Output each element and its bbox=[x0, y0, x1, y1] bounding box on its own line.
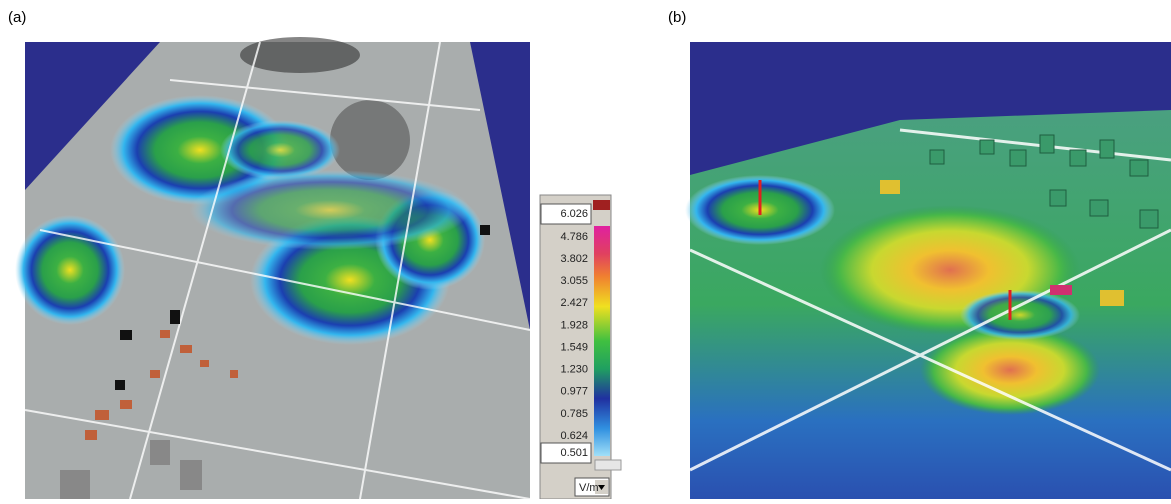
panel-label: (a) bbox=[8, 9, 26, 26]
colorbar-label: 6.026 bbox=[560, 208, 588, 220]
page: (a) (b) bbox=[0, 0, 1171, 499]
colorbar-label: 0.785 bbox=[560, 408, 588, 420]
colorbar-label: 2.427 bbox=[560, 297, 588, 309]
colorbar: 6.026 4.786 3.802 3.055 2.427 1.928 1.549 1.230… bbox=[540, 195, 621, 499]
colorbar-label: 0.501 bbox=[560, 447, 588, 459]
colorbar-label: 3.802 bbox=[560, 253, 588, 265]
figure: (a) (b) bbox=[0, 0, 1171, 499]
colorbar-label: 1.549 bbox=[560, 341, 588, 353]
colorbar-label: 1.230 bbox=[560, 364, 588, 376]
panel-label: (b) bbox=[668, 9, 686, 26]
colorbar-label: 4.786 bbox=[560, 231, 588, 243]
colorbar-label: 0.977 bbox=[560, 386, 588, 398]
colorbar-label: 0.624 bbox=[560, 430, 588, 442]
field-map-b bbox=[685, 42, 1171, 499]
field-map-a bbox=[15, 37, 530, 499]
colorbar-label: 3.055 bbox=[560, 275, 588, 287]
colorbar-unit: V/m bbox=[579, 482, 599, 494]
colorbar-label: 1.928 bbox=[560, 319, 588, 331]
